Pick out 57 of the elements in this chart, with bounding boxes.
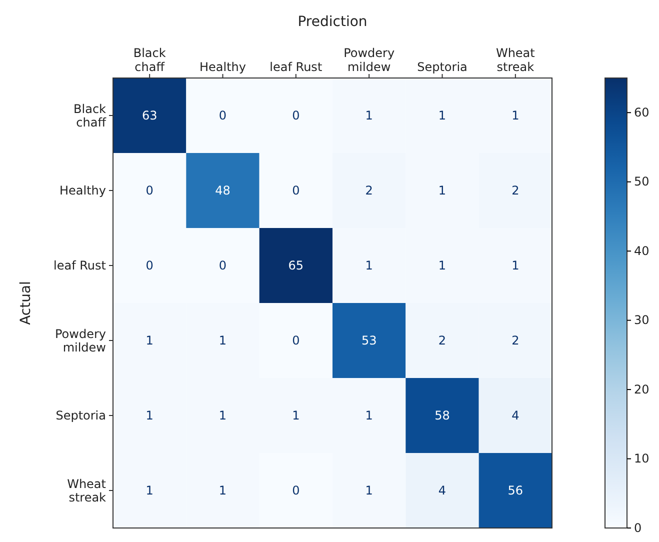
- data-label: 0: [292, 334, 300, 348]
- color-bar-label: 60: [634, 105, 650, 120]
- data-label: 48: [215, 184, 230, 198]
- x-tick-label: Powdery mildew: [344, 46, 395, 74]
- data-label: 1: [218, 484, 227, 498]
- data-label: 4: [512, 408, 520, 423]
- y-axis-title: Actual: [18, 281, 34, 325]
- data-label: 1: [512, 108, 520, 123]
- y-tick-label: Septoria: [56, 408, 106, 423]
- color-bar-label: 10: [634, 452, 650, 466]
- data-label: 1: [365, 484, 373, 498]
- x-tick-label: Septoria: [417, 60, 468, 74]
- data-label: 1: [365, 408, 373, 423]
- y-tick-label: Black chaff: [74, 102, 107, 130]
- data-label: 2: [438, 334, 446, 348]
- y-tick-label: Wheat streak: [67, 476, 106, 505]
- data-label: 0: [218, 108, 227, 123]
- x-tick-label: Wheat streak: [496, 46, 536, 74]
- x-axis-title: Prediction: [298, 14, 368, 30]
- data-label: 0: [218, 258, 227, 273]
- data-label: 58: [434, 408, 450, 423]
- color-bar-label: 40: [634, 244, 650, 258]
- color-bar-label: 0: [634, 520, 642, 535]
- data-label: 53: [361, 334, 377, 348]
- data-label: 1: [218, 334, 227, 348]
- data-label: 1: [365, 108, 373, 123]
- data-label: 1: [292, 408, 300, 423]
- data-label: 1: [146, 484, 154, 498]
- data-label: 2: [512, 334, 520, 348]
- x-tick-label: Black chaff: [133, 46, 166, 74]
- data-label: 1: [146, 408, 154, 423]
- data-label: 63: [142, 108, 158, 123]
- y-tick-label: Healthy: [59, 184, 106, 198]
- color-bar-label: 50: [634, 174, 650, 189]
- data-label: 1: [218, 408, 227, 423]
- color-bar-label: 20: [634, 382, 650, 396]
- data-label: 0: [292, 184, 300, 198]
- data-label: 1: [438, 258, 446, 273]
- x-tick-label: leaf Rust: [270, 60, 322, 74]
- data-label: 2: [365, 184, 373, 198]
- x-tick-label: Healthy: [199, 60, 246, 74]
- data-label: 1: [365, 258, 373, 273]
- data-label: 0: [146, 258, 154, 273]
- y-tick-label: Powdery mildew: [55, 326, 106, 355]
- color-bar-label: 30: [634, 313, 650, 328]
- data-label: 1: [438, 184, 446, 198]
- data-label: 1: [438, 108, 446, 123]
- data-label: 4: [438, 484, 446, 498]
- data-label: 0: [292, 484, 300, 498]
- data-label: 65: [288, 258, 304, 273]
- data-label: 1: [512, 258, 520, 273]
- data-label: 0: [146, 184, 154, 198]
- data-label: 2: [512, 184, 520, 198]
- data-label: 56: [508, 484, 524, 498]
- data-label: 1: [146, 334, 154, 348]
- data-label: 0: [292, 108, 300, 123]
- y-tick-label: leaf Rust: [54, 258, 106, 273]
